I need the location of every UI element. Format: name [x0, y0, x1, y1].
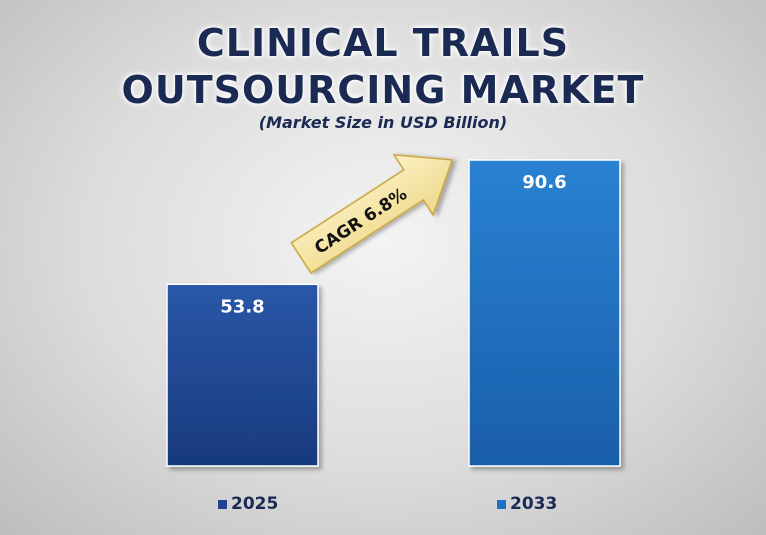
bar-2033	[468, 159, 621, 467]
chart-title-line-1: CLINICAL TRAILS	[196, 21, 570, 65]
data-label-2025: 53.8	[220, 296, 264, 317]
legend-item-2025: 2025	[218, 493, 278, 515]
legend-label-2033: 2033	[510, 494, 558, 514]
legend-swatch-2025	[218, 499, 227, 509]
legend-item-2033: 2033	[497, 493, 557, 515]
chart-title: CLINICAL TRAILS OUTSOURCING MARKET	[0, 20, 766, 114]
chart-title-line-2: OUTSOURCING MARKET	[121, 68, 645, 112]
bar-2025	[166, 283, 319, 467]
legend-swatch-2033	[497, 499, 506, 509]
chart-subtitle: (Market Size in USD Billion)	[258, 113, 508, 132]
cagr-arrow: CAGR 6.8%	[290, 153, 454, 275]
data-label-2033: 90.6	[522, 172, 566, 193]
legend-label-2025: 2025	[231, 494, 279, 514]
cagr-arrow-shape	[290, 153, 454, 275]
